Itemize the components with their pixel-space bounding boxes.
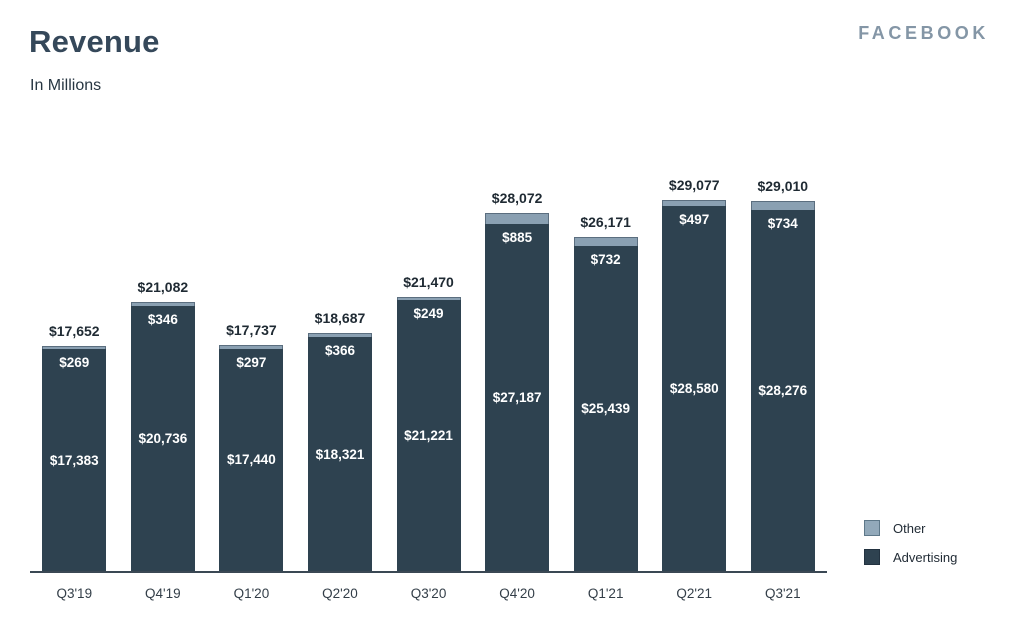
x-axis-tick-label: Q1'21 [587, 586, 624, 601]
bar-advertising-value-label: $28,580 [669, 381, 719, 397]
revenue-bar: $885 $27,187 [485, 212, 550, 571]
bar-other-value-label: $885 [502, 230, 533, 246]
bar-segment-advertising: $732 $25,439 [573, 246, 638, 571]
bar-segment-advertising: $366 $18,321 [307, 337, 372, 571]
chart-legend: Other Advertising [864, 520, 957, 578]
bar-segment-advertising: $269 $17,383 [42, 349, 107, 571]
bar-segment-advertising: $297 $17,440 [219, 348, 284, 571]
x-axis-tick-label: Q2'20 [322, 586, 358, 601]
bar-segment-other [573, 237, 638, 247]
bar-other-value-label: $269 [59, 355, 90, 371]
legend-label-other: Other [893, 520, 926, 536]
x-axis-tick-label: Q3'19 [56, 586, 93, 601]
bar-segment-other [396, 297, 461, 301]
bar-advertising-value-label: $20,736 [138, 431, 188, 447]
bar-total-label: $18,687 [314, 309, 366, 326]
revenue-bar: $297 $17,440 [219, 344, 284, 571]
bar-column-q1-20: $17,737 $297 $17,440 Q1'20 [207, 130, 296, 601]
bar-column-q3-20: $21,470 $249 $21,221 Q3'20 [384, 130, 473, 601]
bar-column-q4-19: $21,082 $346 $20,736 Q4'19 [119, 130, 208, 601]
bar-advertising-value-label: $18,321 [315, 446, 365, 462]
bar-advertising-value-label: $25,439 [581, 401, 631, 417]
bar-advertising-value-label: $17,383 [49, 452, 99, 468]
chart-subtitle: In Millions [30, 77, 102, 94]
x-axis-tick-label: Q4'20 [499, 586, 535, 601]
bar-segment-advertising: $346 $20,736 [130, 306, 195, 571]
bar-other-value-label: $497 [679, 212, 710, 228]
revenue-bar: $497 $28,580 [662, 200, 727, 571]
bar-total-label: $17,737 [226, 321, 277, 338]
revenue-bar: $366 $18,321 [307, 332, 372, 571]
bar-column-q3-19: $17,652 $269 $17,383 Q3'19 [30, 130, 119, 601]
bar-advertising-value-label: $21,221 [404, 428, 453, 444]
bar-advertising-value-label: $28,276 [758, 383, 808, 399]
bar-other-value-label: $346 [147, 312, 178, 328]
bar-other-value-label: $734 [767, 216, 798, 232]
bar-segment-advertising: $249 $21,221 [396, 300, 461, 571]
bar-column-q2-21: $29,077 $497 $28,580 Q2'21 [650, 130, 739, 601]
revenue-bar: $346 $20,736 [130, 302, 195, 571]
bar-segment-other [750, 200, 815, 211]
facebook-wordmark: FACEBOOK [858, 23, 989, 43]
bar-segment-other [307, 332, 372, 338]
x-axis-tick-label: Q1'20 [233, 586, 270, 601]
bar-column-q3-21: $29,010 $734 $28,276 Q3'21 [739, 130, 828, 601]
bar-segment-other [485, 212, 550, 225]
plot-area: $17,652 $269 $17,383 Q3'19 $21,082 $346 $20,73… [30, 130, 828, 601]
bar-advertising-value-label: $17,440 [227, 452, 276, 468]
bar-advertising-value-label: $27,187 [492, 390, 542, 406]
page-title: Revenue [29, 24, 160, 59]
bar-segment-other [130, 302, 195, 307]
x-axis-tick-label: Q3'20 [410, 586, 447, 601]
legend-label-advertising: Advertising [893, 549, 958, 565]
bar-segment-other [662, 200, 727, 207]
x-axis-tick-label: Q3'21 [764, 586, 801, 601]
bar-segment-other [42, 345, 107, 350]
bar-column-q1-21: $26,171 $732 $25,439 Q1'21 [561, 130, 650, 601]
bar-other-value-label: $249 [413, 306, 444, 322]
bar-other-value-label: $366 [324, 343, 355, 359]
bar-total-label: $29,010 [757, 177, 809, 194]
revenue-bar: $249 $21,221 [396, 297, 461, 571]
bar-total-label: $17,652 [48, 322, 100, 339]
bar-total-label: $21,470 [403, 274, 454, 291]
bar-segment-other [219, 344, 284, 349]
revenue-bar: $269 $17,383 [42, 345, 107, 571]
bar-total-label: $28,072 [491, 189, 543, 206]
legend-item-advertising: Advertising [864, 549, 957, 565]
revenue-bar: $732 $25,439 [573, 237, 638, 571]
other-swatch-icon [864, 520, 880, 536]
x-axis-tick-label: Q2'21 [676, 586, 713, 601]
bar-other-value-label: $297 [236, 354, 267, 370]
bar-segment-advertising: $885 $27,187 [485, 224, 550, 571]
bar-other-value-label: $732 [590, 252, 621, 268]
bar-segment-advertising: $734 $28,276 [750, 210, 815, 571]
bar-total-label: $29,077 [668, 177, 720, 193]
advertising-swatch-icon [864, 549, 880, 565]
bar-column-q2-20: $18,687 $366 $18,321 Q2'20 [296, 130, 385, 601]
bar-column-q4-20: $28,072 $885 $27,187 Q4'20 [473, 130, 562, 601]
x-axis-tick-label: Q4'19 [145, 586, 181, 601]
bar-segment-advertising: $497 $28,580 [662, 206, 727, 571]
revenue-bar: $734 $28,276 [750, 200, 815, 571]
legend-item-other: Other [864, 520, 957, 536]
bar-total-label: $26,171 [580, 214, 631, 231]
bar-total-label: $21,082 [137, 279, 189, 295]
